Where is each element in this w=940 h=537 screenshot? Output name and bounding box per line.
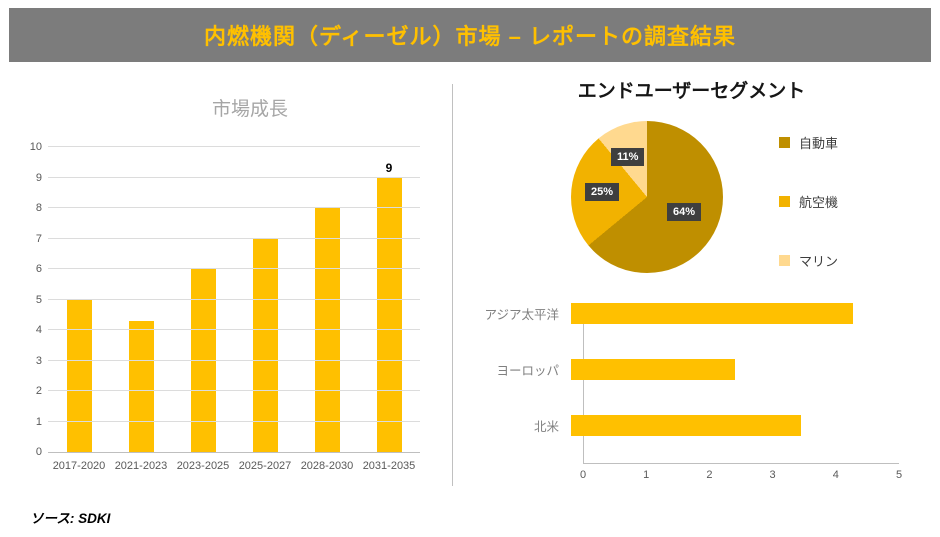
header: 内燃機関（ディーゼル）市場 – レポートの調査結果 (9, 8, 931, 62)
bar (376, 177, 402, 452)
x-category-label: 2017-2020 (52, 460, 106, 472)
bar-slot (296, 147, 358, 452)
x-category-label: 2023-2025 (176, 460, 230, 472)
gridline (48, 268, 420, 269)
gridline (48, 146, 420, 147)
y-tick-label: 0 (35, 446, 42, 458)
end-user-segment-title: エンドユーザーセグメント (577, 81, 806, 102)
page-title: 内燃機関（ディーゼル）市場 – レポートの調査結果 (204, 24, 736, 49)
gridline (48, 390, 420, 391)
y-tick-label: 2 (35, 385, 42, 397)
end-user-segment-section: エンドユーザーセグメント 64% 25% 11% 自動車 航空機 (453, 76, 940, 486)
report-infographic: 内燃機関（ディーゼル）市場 – レポートの調査結果 市場成長 9 0 1 2 3 4 5 6… (0, 8, 940, 537)
gridline (48, 176, 420, 178)
x-tick-label: 3 (769, 469, 776, 481)
legend-swatch (779, 137, 790, 148)
market-growth-chart: 9 0 1 2 3 4 5 6 7 8 9 10 2017-2020 2021-2023 2023-20… (30, 141, 420, 472)
x-category-label: 2028-2030 (300, 460, 354, 472)
hbar-row: アジア太平洋 (479, 303, 899, 324)
hbar-track (571, 415, 899, 436)
legend-label: 自動車 (799, 136, 839, 151)
bar (66, 299, 92, 452)
market-growth-title: 市場成長 (211, 99, 288, 120)
hbar-rows: アジア太平洋ヨーロッパ北米 (479, 303, 899, 463)
legend-label: マリン (799, 254, 839, 269)
bar (314, 208, 340, 452)
source-note: ソース: SDKI (30, 511, 111, 526)
pie-legend: 自動車 航空機 マリン (779, 121, 838, 270)
legend-item-automotive: 自動車 (779, 133, 838, 152)
bar-slot: 9 (358, 147, 420, 452)
hbar-category-label: ヨーロッパ (496, 364, 559, 378)
hbar-row: 北米 (479, 415, 899, 436)
gridline (48, 329, 420, 330)
legend-label: 航空機 (799, 195, 839, 210)
legend-item-marine: マリン (779, 251, 838, 270)
gridline (48, 420, 420, 422)
bar (252, 238, 278, 452)
x-category-label: 2025-2027 (238, 460, 292, 472)
market-growth-section: 市場成長 9 0 1 2 3 4 5 6 7 8 9 10 2017-2020 2021-2023 20… (0, 76, 452, 486)
gridline (48, 207, 420, 208)
x-tick-label: 5 (895, 469, 903, 481)
pie-percent-label-automotive: 64% (667, 203, 702, 221)
pie-chart-area: 64% 25% 11% 自動車 航空機 マリン (571, 121, 930, 273)
legend-item-aircraft: 航空機 (779, 192, 838, 211)
hbar-category-label: 北米 (533, 420, 559, 434)
hbar-category-label: アジア太平洋 (484, 308, 559, 322)
legend-swatch (779, 255, 790, 266)
hbar (571, 359, 735, 380)
y-tick-label: 7 (35, 232, 42, 245)
vbar-category-axis: 2017-2020 2021-2023 2023-2025 2025-2027 2028… (48, 460, 420, 472)
x-tick-label: 1 (643, 469, 650, 481)
hbar (571, 415, 801, 436)
hbar-x-axis-line (583, 463, 899, 464)
y-tick-label: 1 (35, 415, 42, 428)
bar-slot (110, 147, 172, 452)
y-tick-label: 3 (35, 354, 42, 367)
hbar-track (571, 303, 899, 324)
y-tick-label: 8 (35, 202, 42, 214)
pie-percent-label-marine: 11% (611, 148, 645, 166)
hbar-x-axis-ticks: 0 1 2 3 4 5 (579, 469, 903, 485)
gridline (48, 298, 420, 300)
hbar (571, 303, 854, 324)
hbar-y-axis-line (583, 303, 584, 463)
bar-data-label: 9 (385, 160, 393, 175)
bar-slot (172, 147, 234, 452)
gridline (48, 237, 420, 239)
x-category-label: 2031-2035 (362, 460, 416, 472)
pie-percent-label-aircraft: 25% (585, 183, 620, 201)
pie-wrap: 64% 25% 11% (571, 121, 723, 273)
y-tick-label: 6 (35, 263, 42, 275)
bar (128, 320, 154, 452)
x-tick-label: 4 (832, 469, 839, 481)
gridline (48, 359, 420, 361)
y-tick-label: 4 (35, 324, 42, 336)
legend-swatch (779, 196, 790, 207)
x-category-label: 2021-2023 (114, 460, 168, 472)
bar (190, 269, 216, 452)
main-content: 市場成長 9 0 1 2 3 4 5 6 7 8 9 10 2017-2020 2021-2023 20… (0, 62, 940, 486)
vertical-divider (452, 84, 453, 486)
y-tick-label: 9 (35, 171, 42, 184)
vbar-bars: 9 (48, 147, 420, 452)
bar-slot (234, 147, 296, 452)
bar-slot (48, 147, 110, 452)
y-tick-label: 5 (35, 293, 42, 306)
y-tick-label: 10 (29, 141, 42, 153)
region-bar-chart: アジア太平洋ヨーロッパ北米 0 1 2 3 4 5 (479, 303, 903, 485)
hbar-row: ヨーロッパ (479, 359, 899, 380)
x-tick-label: 2 (706, 469, 713, 481)
vbar-plot: 9 0 1 2 3 4 5 6 7 8 9 10 (30, 141, 420, 458)
hbar-track (571, 359, 899, 380)
x-tick-label: 0 (579, 469, 587, 481)
